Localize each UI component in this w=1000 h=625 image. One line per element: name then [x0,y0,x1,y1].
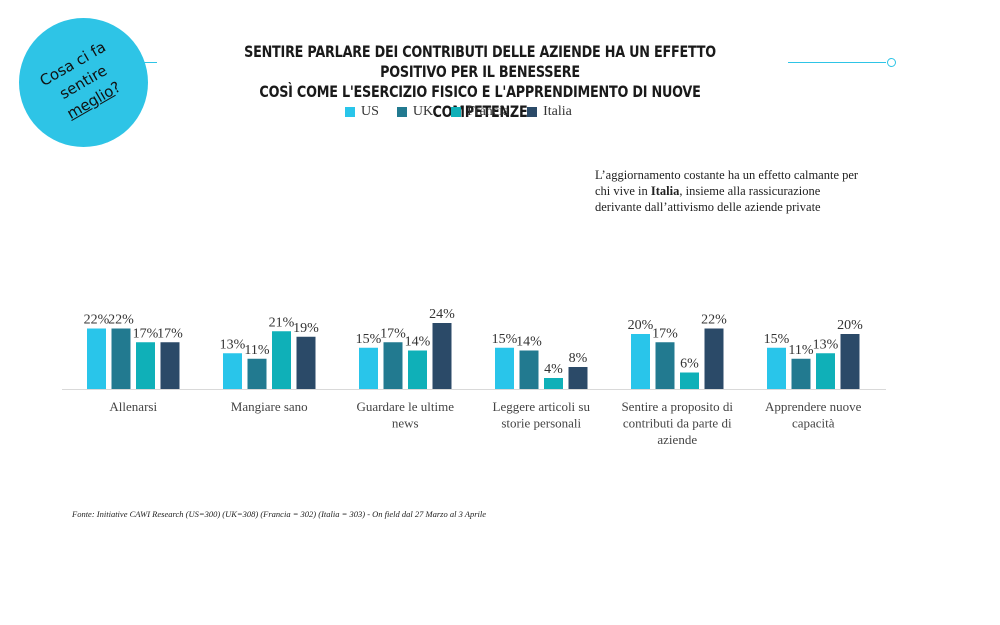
bar-uk-3 [383,342,403,389]
category-label-line: storie personali [501,416,581,431]
title-rule-right [788,62,886,63]
title-rule-left [143,62,157,63]
legend-item-uk: UK [396,104,434,120]
topic-badge: Cosa ci fa sentire meglio? [19,18,148,147]
bar-uk-2 [247,358,267,389]
legend-item-italia: Italia [527,104,572,120]
category-label-line: aziende [657,432,697,447]
category-label-line: capacità [792,416,835,431]
legend-swatch [527,107,538,117]
data-label: 4% [544,362,563,377]
category-label-line: Apprendere nuove [765,399,862,414]
category-label: Sentire a proposito di contributi da part… [621,399,733,447]
category-label-line: Guardare le ultime [357,399,455,414]
data-label: 13% [813,337,839,352]
category-label-line: Allenarsi [109,399,157,414]
data-label: 21% [269,315,295,330]
note-text-after: , insieme alla rassicurazione derivante … [595,184,821,214]
legend-swatch [396,107,407,117]
data-label: 6% [680,357,699,372]
bar-italia-5 [704,328,724,389]
legend-item-francia: Francia [451,104,509,120]
legend-label: US [361,104,379,119]
category-label: Mangiare sano [231,399,308,414]
data-label: 24% [429,307,455,322]
data-label: 17% [157,326,183,341]
bar-francia-1 [136,342,155,389]
bar-italia-4 [568,367,588,389]
data-label: 20% [837,318,863,333]
legend-item-us: US [345,104,379,120]
category-label: Allenarsi [109,399,157,414]
bar-uk-5 [655,342,675,389]
data-label: 15% [764,332,790,347]
bar-us-4 [495,347,514,389]
note-highlight: Italia [650,184,680,198]
bar-us-1 [87,328,106,389]
data-label: 15% [492,332,518,347]
bar-italia-2 [296,336,316,389]
chart-legend: US UK Francia Italia [345,104,572,120]
data-label: 22% [84,313,110,328]
legend-label: Italia [543,104,572,119]
data-label: 11% [788,343,813,358]
bar-francia-2 [272,331,291,389]
bar-francia-3 [408,350,427,389]
bar-us-6 [767,347,786,389]
category-label-line: news [392,416,419,431]
data-label: 11% [244,343,269,358]
bar-italia-6 [840,334,860,389]
source-footnote: Fonte: Initiative CAWI Research (US=300)… [72,509,487,519]
bar-francia-4 [544,378,563,389]
note-text-before: L’aggiornamento costante ha un effetto c… [595,168,859,198]
category-label: Leggere articoli su storie personali [493,399,591,431]
data-label: 14% [516,335,542,350]
category-label: Apprendere nuove capacità [765,399,862,431]
bar-francia-5 [680,372,699,389]
data-label: 15% [356,332,382,347]
bar-italia-1 [160,342,180,389]
bar-uk-6 [791,358,811,389]
legend-label: UK [412,104,434,119]
data-label: 19% [293,321,319,336]
category-label-line: Leggere articoli su [493,399,591,414]
category-label-line: contributi da parte di [623,416,732,431]
bar-francia-6 [816,353,835,389]
annotation-note: L’aggiornamento costante ha un effetto c… [595,167,865,215]
category-label: Guardare le ultime news [357,399,455,431]
bar-us-2 [223,353,242,389]
data-label: 17% [133,326,159,341]
data-label: 13% [220,337,246,352]
legend-label: Francia [467,104,510,119]
legend-swatch [345,107,355,117]
bar-us-3 [359,347,378,389]
legend-swatch [451,107,462,117]
bar-us-5 [631,334,650,389]
data-label: 8% [569,351,588,366]
data-label: 20% [628,318,654,333]
title-rule-end-circle [887,58,896,67]
bar-uk-4 [519,350,539,389]
data-label: 14% [405,335,431,350]
data-label: 17% [652,326,678,341]
data-label: 22% [701,313,727,328]
chart-title-line-1: SENTIRE PARLARE DEI CONTRIBUTI DELLE AZI… [244,42,716,81]
data-label: 17% [380,326,406,341]
category-label-line: Sentire a proposito di [621,399,733,414]
category-label-line: Mangiare sano [231,399,308,414]
data-label: 22% [108,313,134,328]
bar-uk-1 [111,328,131,389]
bar-italia-3 [432,323,452,389]
